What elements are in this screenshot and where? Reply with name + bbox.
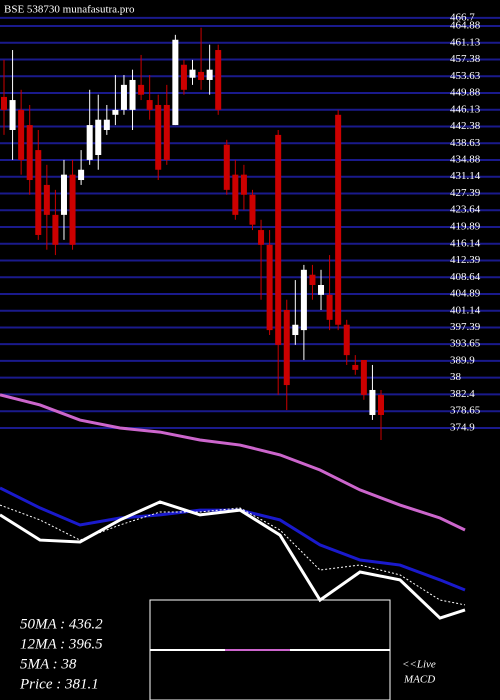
y-tick-label: 393.65 xyxy=(450,338,481,350)
y-tick-label: 408.64 xyxy=(450,271,481,283)
candle-body xyxy=(258,230,265,245)
y-tick-label: 453.63 xyxy=(450,70,481,82)
y-tick-label: 446.13 xyxy=(450,103,481,115)
y-tick-label: 449.88 xyxy=(450,87,481,99)
chart-title: BSE 538730 munafasutra.pro xyxy=(4,4,135,16)
candle-body xyxy=(189,69,196,78)
candle-body xyxy=(129,79,136,110)
candle-body xyxy=(232,174,239,215)
candle-body xyxy=(95,119,102,156)
y-tick-label: 457.38 xyxy=(450,53,481,65)
candle-body xyxy=(335,114,342,325)
candle-body xyxy=(240,174,247,195)
candle-body xyxy=(18,109,25,160)
indicator-line xyxy=(0,393,466,532)
y-tick-label: 389.9 xyxy=(450,354,475,366)
y-tick-label: 374.9 xyxy=(450,421,475,433)
candle-body xyxy=(249,194,256,225)
candle-body xyxy=(35,150,42,235)
candle-body xyxy=(86,125,93,160)
legend-text: 5MA : 38 xyxy=(20,656,77,672)
y-tick-label: 397.39 xyxy=(450,321,481,333)
candle-body xyxy=(9,100,16,130)
candle-body xyxy=(300,269,307,331)
y-tick-label: 466.7 xyxy=(450,11,475,23)
candle-body xyxy=(343,324,350,356)
candle-body xyxy=(292,324,299,336)
y-tick-label: 461.13 xyxy=(450,36,481,48)
candle-body xyxy=(378,394,384,415)
y-tick-label: 416.14 xyxy=(450,237,481,249)
candle-body xyxy=(326,294,333,320)
y-tick-label: 38 xyxy=(450,371,462,383)
candle-body xyxy=(60,174,67,215)
y-tick-label: 434.88 xyxy=(450,154,481,166)
indicator-line xyxy=(0,500,466,620)
y-tick-label: 442.38 xyxy=(450,120,481,132)
y-tick-label: 382.4 xyxy=(450,388,475,400)
candle-body xyxy=(318,284,325,295)
candle-body xyxy=(103,119,110,130)
candle-body xyxy=(78,169,85,181)
candle-body xyxy=(1,96,7,110)
candle-body xyxy=(180,64,187,90)
y-tick-label: 438.63 xyxy=(450,137,481,149)
candle-body xyxy=(155,104,162,170)
candle-body xyxy=(52,214,59,245)
legend-text: 12MA : 396.5 xyxy=(20,636,103,652)
macd-label: <<Live xyxy=(402,659,436,671)
legend-text: Price : 381.1 xyxy=(19,676,99,692)
y-tick-label: 404.89 xyxy=(450,288,481,300)
y-tick-label: 401.14 xyxy=(450,304,481,316)
candle-body xyxy=(69,174,76,245)
y-tick-label: 419.89 xyxy=(450,220,481,232)
y-tick-label: 464.88 xyxy=(450,20,481,32)
candle-body xyxy=(120,84,127,110)
y-tick-label: 427.39 xyxy=(450,187,481,199)
candle-body xyxy=(43,184,50,215)
indicator-line xyxy=(0,504,466,606)
candle-body xyxy=(360,360,367,395)
candle-body xyxy=(369,389,376,415)
candle-body xyxy=(223,144,230,190)
candle-body xyxy=(163,104,170,160)
candle-body xyxy=(172,39,179,126)
candle-body xyxy=(215,50,222,110)
candle-body xyxy=(309,274,316,285)
y-tick-label: 378.65 xyxy=(450,405,481,417)
candle-body xyxy=(206,69,213,80)
candle-body xyxy=(198,71,205,80)
y-tick-label: 423.64 xyxy=(450,204,481,216)
candle-body xyxy=(352,364,359,370)
legend-text: 50MA : 436.2 xyxy=(20,616,103,632)
candle-body xyxy=(138,84,145,95)
candle-body xyxy=(283,310,290,386)
candle-body xyxy=(112,109,119,115)
candle-body xyxy=(26,125,33,181)
y-tick-label: 412.39 xyxy=(450,254,481,266)
y-tick-label: 431.14 xyxy=(450,170,481,182)
macd-title: MACD xyxy=(403,674,435,686)
candle-body xyxy=(266,244,273,331)
candle-body xyxy=(146,100,153,110)
candle-body xyxy=(275,134,282,345)
